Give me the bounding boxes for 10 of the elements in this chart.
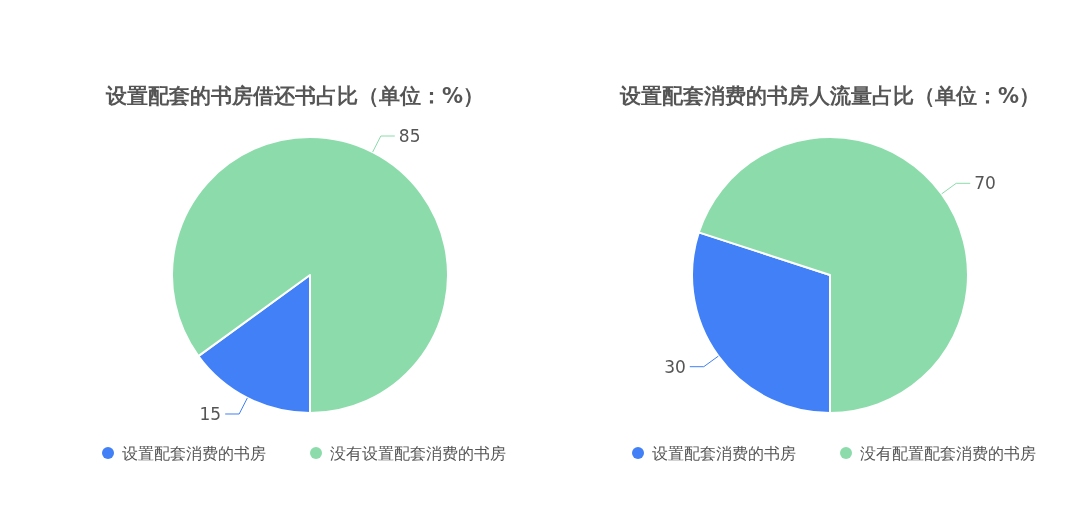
legend-label: 设置配套消费的书房 [652, 444, 796, 463]
data-label: 15 [199, 404, 222, 424]
legend-label: 没有设置配套消费的书房 [330, 444, 506, 463]
data-label: 70 [974, 173, 996, 194]
legend-label: 没有配置配套消费的书房 [860, 444, 1036, 463]
legend-label: 设置配套消费的书房 [122, 444, 266, 463]
chart-title: 设置配套消费的书房人流量占比（单位：%） [618, 84, 1041, 108]
chart-title: 设置配套的书房借还书占比（单位：%） [104, 84, 485, 108]
data-label: 30 [664, 356, 686, 377]
data-label: 85 [398, 126, 421, 146]
